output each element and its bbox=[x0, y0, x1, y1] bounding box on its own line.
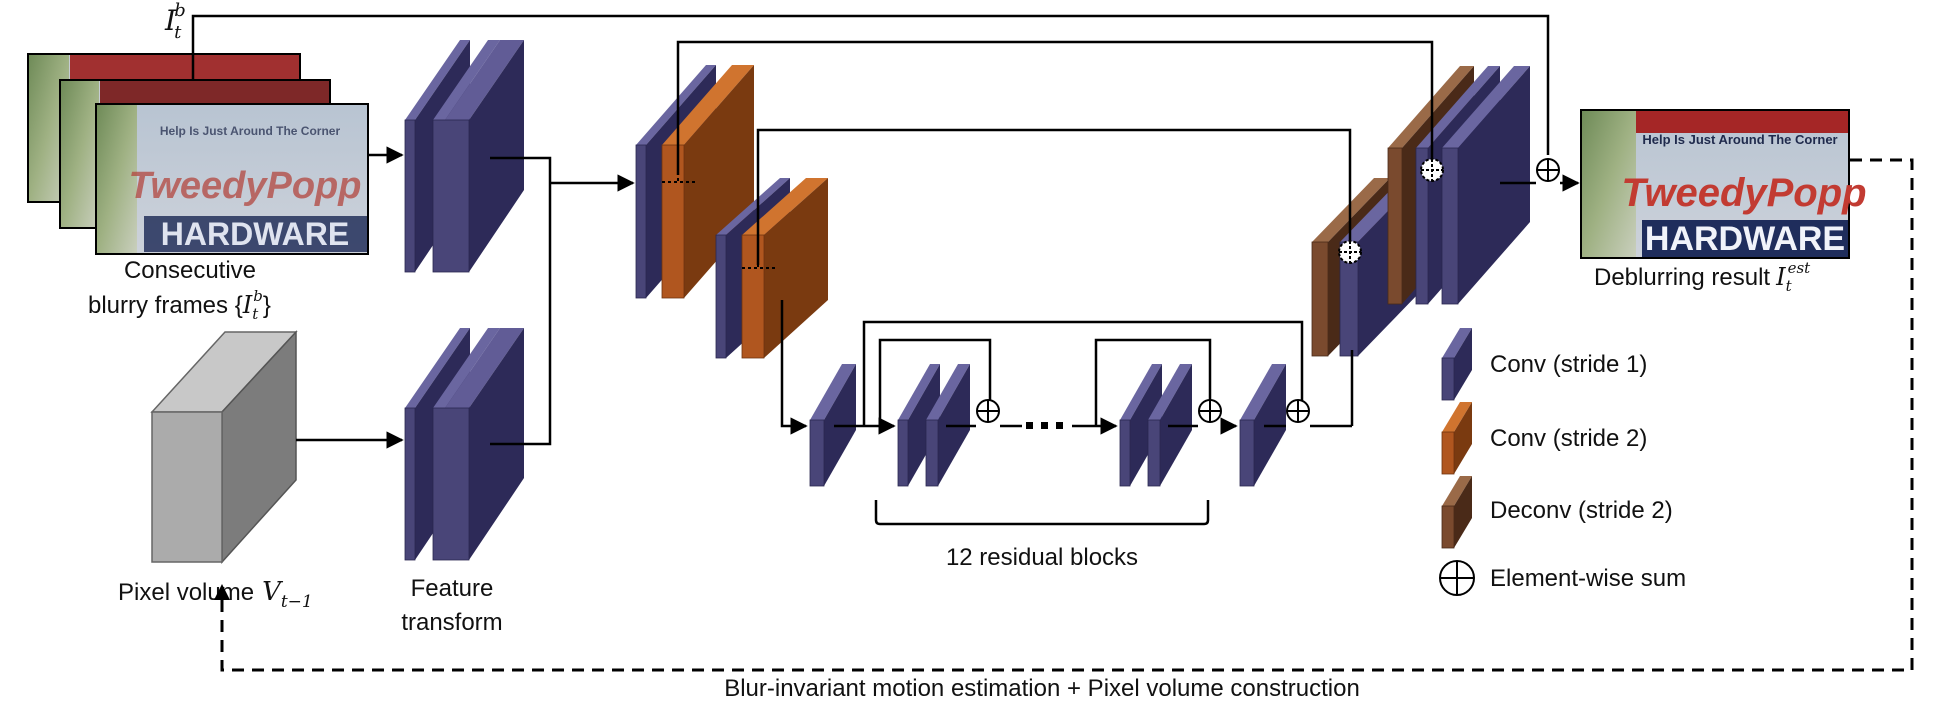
legend-label-conv1: Conv (stride 1) bbox=[1490, 351, 1647, 378]
frame-sign-store: HARDWARE bbox=[161, 216, 349, 252]
feature-transform-line2: transform bbox=[401, 609, 502, 636]
frame-sign-brand: TweedyPopp bbox=[129, 165, 362, 207]
input-frames: Help Is Just Around The Corner TweedyPop… bbox=[27, 0, 369, 323]
input-frame-front: Help Is Just Around The Corner TweedyPop… bbox=[95, 103, 369, 255]
feature-transform-top bbox=[404, 40, 524, 273]
encoder-level1 bbox=[635, 65, 754, 299]
input-caption-line1: Consecutive bbox=[124, 257, 256, 284]
legend-item-conv2: Conv (stride 2) bbox=[1441, 402, 1647, 475]
feedback-caption: Blur-invariant motion estimation + Pixel… bbox=[724, 675, 1360, 702]
residual-caption: 12 residual blocks bbox=[946, 544, 1138, 571]
decoder-level1 bbox=[1387, 66, 1530, 305]
input-symbol: Itb bbox=[164, 0, 186, 43]
output-sign-brand: TweedyPopp bbox=[1621, 171, 1866, 215]
output-sign-tagline: Help Is Just Around The Corner bbox=[1642, 132, 1837, 147]
legend: Conv (stride 1) Conv (stride 2) Deconv (… bbox=[1439, 328, 1686, 596]
sum-residual-first bbox=[976, 399, 1000, 423]
feature-transform-line1: Feature bbox=[411, 575, 494, 602]
sum-residual-last bbox=[1198, 399, 1222, 423]
output-sign-store: HARDWARE bbox=[1645, 220, 1845, 258]
encoder-level2 bbox=[715, 178, 828, 359]
input-caption-line2: blurry frames {Itb} bbox=[88, 287, 271, 323]
legend-label-deconv: Deconv (stride 2) bbox=[1490, 497, 1673, 524]
sum-decoder-level1 bbox=[1420, 158, 1444, 182]
output-caption: Deblurring result Itest bbox=[1594, 259, 1811, 295]
sum-residual-global bbox=[1286, 399, 1310, 423]
pixel-volume-caption: Pixel volume Vt−1 bbox=[118, 577, 313, 612]
legend-item-deconv: Deconv (stride 2) bbox=[1441, 476, 1673, 549]
legend-label-sum: Element-wise sum bbox=[1490, 565, 1686, 592]
legend-item-sum: Element-wise sum bbox=[1439, 560, 1686, 596]
sum-output bbox=[1536, 158, 1560, 182]
legend-item-conv1: Conv (stride 1) bbox=[1441, 328, 1647, 401]
pixel-volume-box bbox=[150, 330, 298, 564]
legend-label-conv2: Conv (stride 2) bbox=[1490, 425, 1647, 452]
feedback-loop bbox=[220, 158, 1914, 672]
residual-bracket bbox=[874, 500, 1210, 526]
feedback-arrowhead bbox=[214, 584, 230, 600]
frame-sign-tagline: Help Is Just Around The Corner bbox=[160, 124, 341, 138]
sum-decoder-level2 bbox=[1338, 240, 1362, 264]
ellipsis-dots bbox=[1026, 422, 1063, 429]
output-frame: Help Is Just Around The Corner TweedyPop… bbox=[1580, 109, 1867, 259]
sum-nodes bbox=[976, 158, 1560, 423]
connections bbox=[191, 14, 1580, 449]
